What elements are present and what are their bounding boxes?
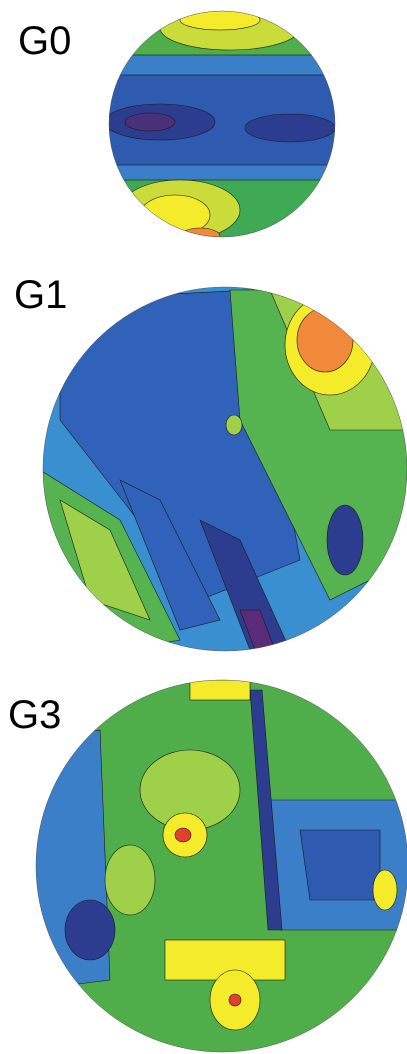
panel-label: G1 (14, 273, 67, 317)
contour-map (40, 280, 407, 660)
page: G0 G1 G3 (0, 0, 407, 1054)
panel-label: G0 (18, 19, 71, 63)
figure: G0 G1 G3 (0, 0, 407, 1054)
contour-map (100, 0, 350, 250)
contour-map (30, 675, 407, 1054)
panel-label: G3 (8, 693, 61, 737)
